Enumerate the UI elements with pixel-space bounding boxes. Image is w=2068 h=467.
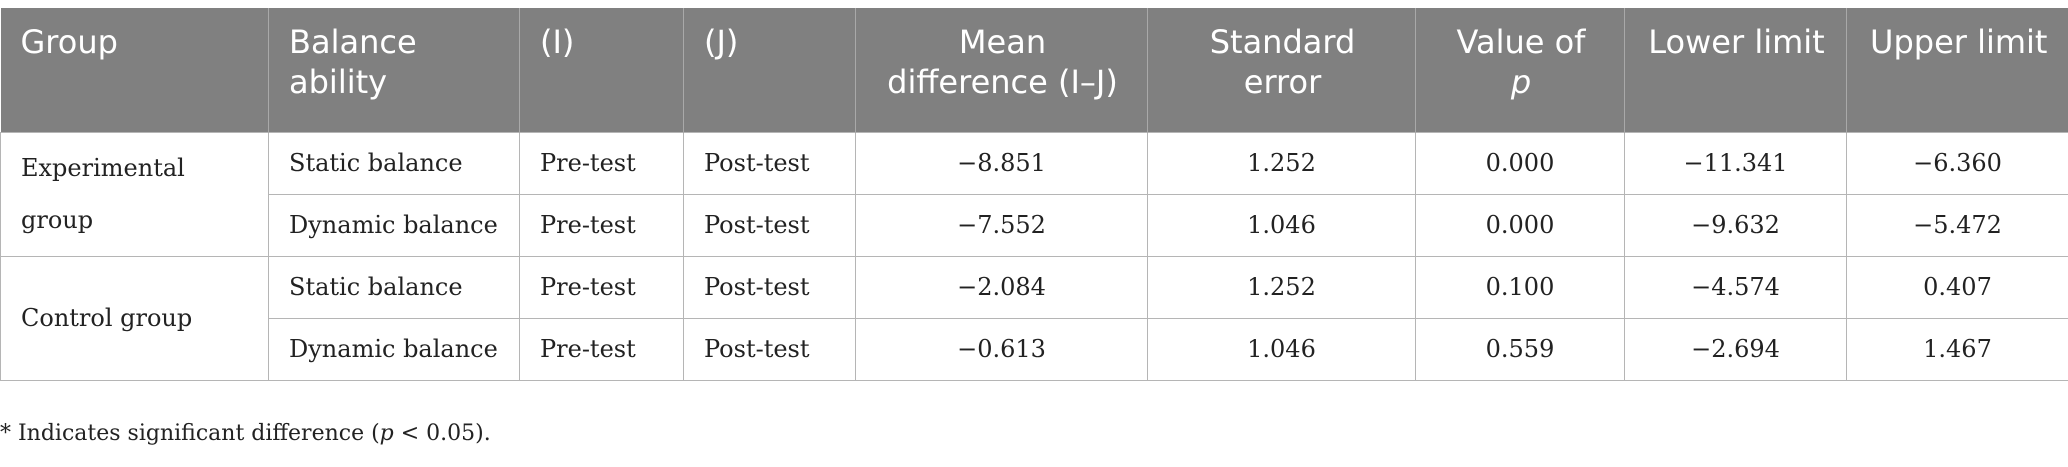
header-value-of-label: Value of xyxy=(1456,23,1586,61)
i-cell: Pre-test xyxy=(519,131,684,195)
upper-cell: 0.407 xyxy=(1846,255,2068,319)
footnote-prefix: * Indicates significant difference ( xyxy=(0,421,380,446)
table-row: Control group Static balance Pre-test Po… xyxy=(0,255,2068,381)
results-table-container: Group Balance ability (I) (J) Mean diffe… xyxy=(0,8,2068,381)
group-cell-control: Control group xyxy=(0,255,269,381)
table-footnote: * Indicates significant difference (p < … xyxy=(0,421,491,446)
lower-cell: −2.694 xyxy=(1624,317,1847,381)
header-group: Group xyxy=(0,8,269,132)
header-balance-ability: Balance ability xyxy=(268,8,520,132)
table-row: Experimental group Static balance Pre-te… xyxy=(0,131,2068,257)
se-cell: 1.252 xyxy=(1147,255,1416,319)
table-body: Experimental group Static balance Pre-te… xyxy=(0,131,2068,381)
header-p-symbol: p xyxy=(1510,63,1532,101)
header-upper-limit: Upper limit xyxy=(1846,8,2068,132)
mean-diff-cell: −0.613 xyxy=(855,317,1148,381)
header-standard-error: Standard error xyxy=(1147,8,1416,132)
se-cell: 1.046 xyxy=(1147,193,1416,257)
balance-cell: Dynamic balance xyxy=(268,317,520,381)
mean-diff-cell: −2.084 xyxy=(855,255,1148,319)
balance-cell: Dynamic balance xyxy=(268,193,520,257)
mean-diff-cell: −8.851 xyxy=(855,131,1148,195)
header-i: (I) xyxy=(519,8,684,132)
table-row: Dynamic balance Pre-test Post-test −0.61… xyxy=(1,317,2068,381)
header-row: Group Balance ability (I) (J) Mean diffe… xyxy=(0,8,2068,132)
i-cell: Pre-test xyxy=(519,255,684,319)
upper-cell: −5.472 xyxy=(1846,193,2068,257)
header-mean-difference: Mean difference (I–J) xyxy=(855,8,1148,132)
j-cell: Post-test xyxy=(683,317,856,381)
results-table: Group Balance ability (I) (J) Mean diffe… xyxy=(0,8,2068,381)
footnote-p-symbol: p xyxy=(379,421,394,446)
upper-cell: −6.360 xyxy=(1846,131,2068,195)
balance-cell: Static balance xyxy=(268,255,520,319)
table-header: Group Balance ability (I) (J) Mean diffe… xyxy=(0,8,2068,132)
footnote-suffix: < 0.05). xyxy=(393,421,491,446)
i-cell: Pre-test xyxy=(519,317,684,381)
mean-diff-cell: −7.552 xyxy=(855,193,1148,257)
group-cell-experimental: Experimental group xyxy=(0,131,269,257)
j-cell: Post-test xyxy=(683,193,856,257)
j-cell: Post-test xyxy=(683,131,856,195)
p-cell: 0.559 xyxy=(1415,317,1625,381)
header-value-of-p: Value of p xyxy=(1415,8,1625,132)
p-cell: 0.000 xyxy=(1415,193,1625,257)
header-j: (J) xyxy=(683,8,856,132)
i-cell: Pre-test xyxy=(519,193,684,257)
table-row: Dynamic balance Pre-test Post-test −7.55… xyxy=(1,193,2068,257)
p-cell: 0.100 xyxy=(1415,255,1625,319)
lower-cell: −9.632 xyxy=(1624,193,1847,257)
lower-cell: −11.341 xyxy=(1624,131,1847,195)
j-cell: Post-test xyxy=(683,255,856,319)
se-cell: 1.252 xyxy=(1147,131,1416,195)
lower-cell: −4.574 xyxy=(1624,255,1847,319)
se-cell: 1.046 xyxy=(1147,317,1416,381)
header-lower-limit: Lower limit xyxy=(1624,8,1847,132)
p-cell: 0.000 xyxy=(1415,131,1625,195)
upper-cell: 1.467 xyxy=(1846,317,2068,381)
balance-cell: Static balance xyxy=(268,131,520,195)
